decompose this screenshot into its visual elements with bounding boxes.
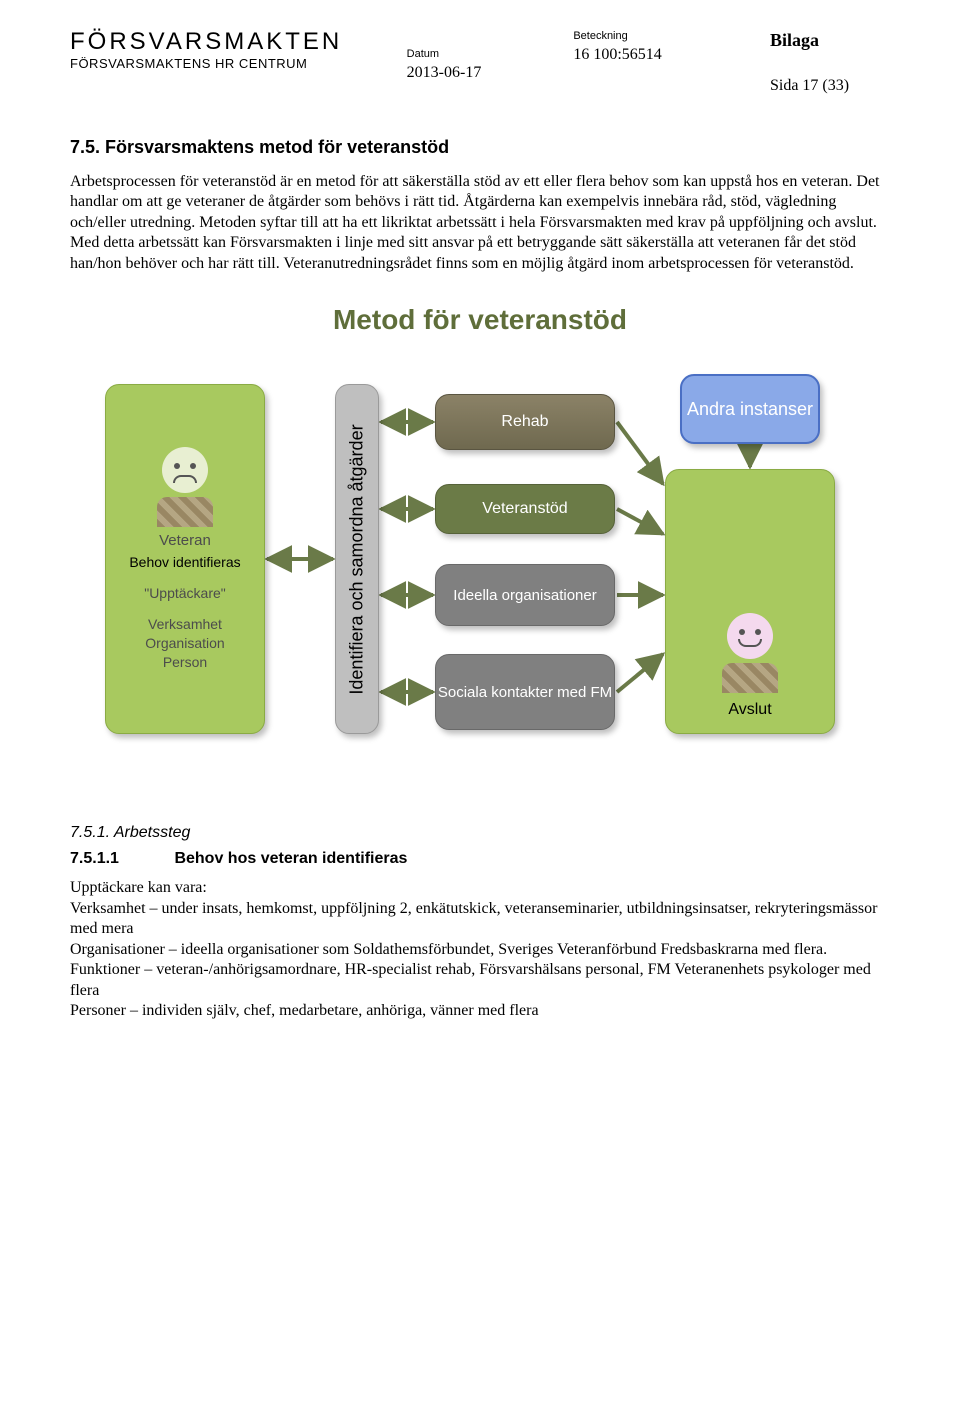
- veteran-behov: Behov identifieras: [129, 553, 240, 572]
- avslut-label: Avslut: [728, 701, 771, 719]
- avslut-face-icon: [727, 613, 773, 659]
- beteckning-value: 16 100:56514: [573, 46, 753, 64]
- beteckning-block: Beteckning 16 100:56514: [573, 30, 753, 95]
- coord-box: Identifiera och samordna åtgärder: [335, 384, 379, 734]
- diagram-title: Metod för veteranstöd: [70, 304, 890, 336]
- social-label: Sociala kontakter med FM: [438, 684, 612, 701]
- diagram-wrap: Metod för veteranstöd: [70, 304, 890, 774]
- coord-label: Identifiera och samordna åtgärder: [347, 424, 368, 694]
- veteran-name: Veteran: [129, 531, 240, 551]
- veteranstod-box: Veteranstöd: [435, 484, 615, 534]
- andra-box: Andra instanser: [680, 374, 820, 444]
- section-heading: 7.5. Försvarsmaktens metod för veteranst…: [70, 137, 890, 158]
- subsection-body: Upptäckare kan vara: Verksamhet – under …: [70, 878, 890, 1021]
- subsection-7511-num: 7.5.1.1: [70, 850, 170, 868]
- org-block: FÖRSVARSMAKTEN FÖRSVARSMAKTENS HR CENTRU…: [70, 30, 390, 95]
- beteckning-label: Beteckning: [573, 30, 753, 42]
- subsection-7511: 7.5.1.1 Behov hos veteran identifieras: [70, 850, 890, 868]
- subsection-7511-title: Behov hos veteran identifieras: [174, 850, 407, 867]
- datum-value: 2013-06-17: [407, 64, 557, 82]
- datum-label: Datum: [407, 48, 557, 60]
- datum-block: Datum 2013-06-17: [407, 30, 557, 95]
- section-paragraph: Arbetsprocessen för veteranstöd är en me…: [70, 172, 890, 274]
- avslut-body-icon: [722, 663, 778, 693]
- ideella-box: Ideella organisationer: [435, 564, 615, 626]
- veteran-body-icon: [157, 497, 213, 527]
- veteran-box: Veteran Behov identifieras "Upptäckare" …: [105, 384, 265, 734]
- subsection-751: 7.5.1. Arbetssteg: [70, 824, 890, 842]
- veteran-face-icon: [162, 447, 208, 493]
- ideella-label: Ideella organisationer: [453, 587, 596, 604]
- page-header: FÖRSVARSMAKTEN FÖRSVARSMAKTENS HR CENTRU…: [70, 30, 890, 95]
- sida-value: Sida 17 (33): [770, 77, 890, 95]
- rehab-box: Rehab: [435, 394, 615, 450]
- bilaga-label: Bilaga: [770, 30, 890, 51]
- org-subtitle: FÖRSVARSMAKTENS HR CENTRUM: [70, 56, 390, 71]
- social-box: Sociala kontakter med FM: [435, 654, 615, 730]
- veteranstod-label: Veteranstöd: [482, 500, 567, 518]
- andra-label: Andra instanser: [687, 399, 813, 420]
- avslut-box: Avslut: [665, 469, 835, 734]
- veteran-upptackare: "Upptäckare": [129, 584, 240, 603]
- bilaga-block: Bilaga Sida 17 (33): [770, 30, 890, 95]
- org-title: FÖRSVARSMAKTEN: [70, 30, 390, 54]
- rehab-label: Rehab: [501, 413, 548, 431]
- veteran-group: Verksamhet Organisation Person: [129, 615, 240, 672]
- veteran-labels: Veteran Behov identifieras "Upptäckare" …: [129, 531, 240, 672]
- diagram-canvas: Veteran Behov identifieras "Upptäckare" …: [105, 354, 855, 774]
